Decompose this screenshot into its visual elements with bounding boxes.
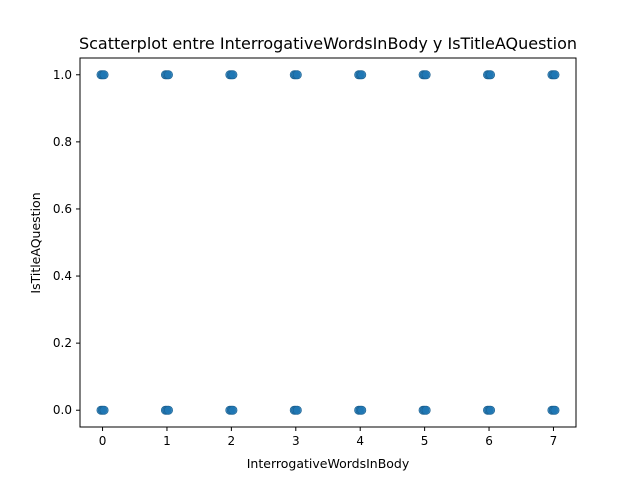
y-tick-label: 0.6	[53, 202, 72, 216]
x-tick-label: 3	[292, 434, 300, 448]
x-tick-label: 7	[550, 434, 558, 448]
data-point	[99, 70, 109, 80]
y-tick-label: 0.2	[53, 336, 72, 350]
y-axis-ticks: 0.0 0.2 0.4 0.6 0.8 1.0	[53, 68, 80, 417]
data-point	[357, 405, 367, 415]
data-point	[550, 70, 560, 80]
x-tick-label: 6	[485, 434, 493, 448]
data-point	[357, 70, 367, 80]
x-axis-label: InterrogativeWordsInBody	[247, 456, 410, 471]
y-tick-label: 1.0	[53, 68, 72, 82]
data-point	[228, 405, 238, 415]
data-point	[228, 70, 238, 80]
chart-title: Scatterplot entre InterrogativeWordsInBo…	[79, 34, 577, 53]
data-point	[486, 70, 496, 80]
data-point	[486, 405, 496, 415]
plot-frame	[79, 57, 577, 428]
x-tick-label: 2	[228, 434, 236, 448]
x-tick-label: 4	[356, 434, 364, 448]
data-point	[163, 70, 173, 80]
data-point	[421, 405, 431, 415]
data-point	[292, 70, 302, 80]
x-tick-label: 1	[163, 434, 171, 448]
data-point	[292, 405, 302, 415]
y-tick-label: 0.4	[53, 269, 72, 283]
data-point	[550, 405, 560, 415]
y-tick-label: 0.0	[53, 403, 72, 417]
y-axis-label: IsTitleAQuestion	[28, 192, 43, 293]
x-axis-ticks: 0 1 2 3 4 5 6 7	[99, 427, 558, 448]
data-point	[421, 70, 431, 80]
data-point	[99, 405, 109, 415]
data-points	[96, 70, 560, 415]
data-point	[163, 405, 173, 415]
x-tick-label: 0	[99, 434, 107, 448]
y-tick-label: 0.8	[53, 135, 72, 149]
x-tick-label: 5	[421, 434, 429, 448]
